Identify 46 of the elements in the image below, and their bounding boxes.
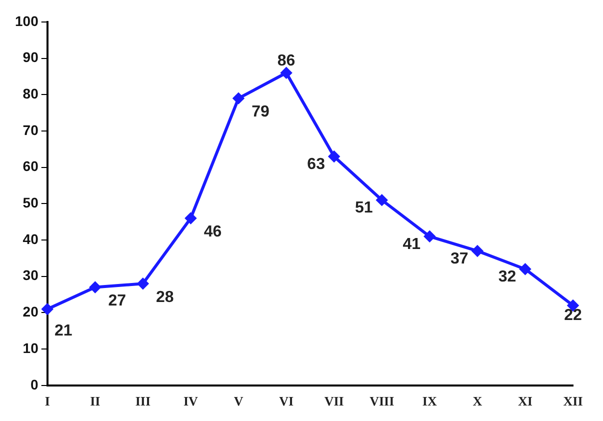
point bbox=[424, 230, 436, 242]
point bbox=[42, 304, 53, 315]
point bbox=[280, 67, 292, 78]
point bbox=[328, 150, 340, 162]
point bbox=[376, 194, 388, 206]
data-label: 51 bbox=[354, 199, 373, 216]
x-tick-label: II bbox=[90, 394, 100, 409]
data-label: 86 bbox=[277, 52, 296, 70]
y-tick-label: 40 bbox=[22, 230, 39, 247]
y-tick-label: 60 bbox=[22, 158, 39, 174]
point bbox=[520, 264, 531, 275]
data-label: 63 bbox=[307, 156, 326, 173]
data-label: 79 bbox=[252, 104, 270, 121]
y-tick-label: 10 bbox=[22, 340, 39, 356]
data-label: 37 bbox=[450, 250, 468, 268]
point bbox=[137, 278, 148, 290]
data-label: 22 bbox=[564, 306, 582, 324]
y-tick-label: 100 bbox=[15, 12, 39, 29]
data-label: 27 bbox=[108, 292, 126, 310]
point bbox=[472, 245, 483, 256]
y-tick-label: 20 bbox=[22, 304, 39, 320]
x-tick-label: III bbox=[135, 394, 151, 409]
data-label: 41 bbox=[402, 236, 421, 253]
point bbox=[233, 92, 244, 104]
y-tick-label: 30 bbox=[22, 267, 39, 284]
data-label: 28 bbox=[156, 289, 174, 306]
x-tick-label: XII bbox=[563, 394, 583, 409]
y-tick-label: 90 bbox=[22, 49, 39, 66]
x-tick-label: IX bbox=[422, 394, 438, 409]
data-label: 46 bbox=[204, 224, 222, 241]
y-tick-label: 0 bbox=[30, 376, 39, 392]
x-tick-label: VI bbox=[279, 394, 294, 409]
x-tick-label: VIII bbox=[370, 394, 394, 409]
x-tick-label: X bbox=[472, 394, 483, 409]
point bbox=[185, 212, 196, 224]
y-tick-label: 70 bbox=[22, 122, 39, 138]
point bbox=[90, 282, 101, 293]
y-tick-label: 50 bbox=[22, 194, 39, 211]
data-label: 21 bbox=[54, 322, 72, 340]
x-tick-label: VII bbox=[324, 394, 344, 409]
y-tick-label: 80 bbox=[22, 86, 39, 102]
x-tick-label: V bbox=[234, 394, 244, 409]
x-tick-label: I bbox=[44, 394, 50, 409]
data-label: 32 bbox=[498, 268, 516, 286]
x-tick-label: IV bbox=[183, 394, 199, 409]
x-tick-label: XI bbox=[518, 394, 532, 409]
